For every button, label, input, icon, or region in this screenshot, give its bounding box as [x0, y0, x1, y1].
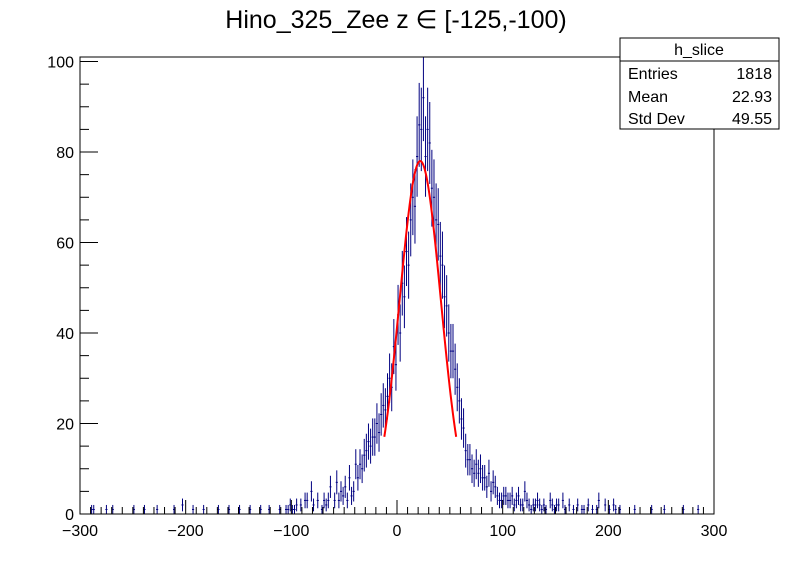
stats-mean-label: Mean [628, 89, 668, 106]
y-tick-label: 60 [56, 236, 74, 253]
x-axis: −300 −200 −100 0 100 200 300 [62, 500, 727, 540]
stats-mean-value: 22.93 [732, 89, 772, 106]
x-tick-label: 100 [489, 523, 516, 540]
y-tick-label: 20 [56, 417, 74, 434]
stats-box-background [619, 37, 780, 130]
x-tick-label: −100 [273, 523, 309, 540]
stats-entries-label: Entries [628, 66, 678, 83]
stats-stddev-value: 49.55 [732, 111, 772, 128]
y-tick-label: 100 [47, 55, 74, 72]
x-tick-label: 200 [595, 523, 622, 540]
stats-box-title: h_slice [674, 42, 724, 59]
plot-frame [79, 56, 715, 515]
x-tick-label: −200 [168, 523, 204, 540]
y-tick-label: 80 [56, 145, 74, 162]
chart-title: Hino_325_Zee z ∈ [-125,-100) [225, 6, 566, 34]
stats-box: h_slice Entries 1818 Mean 22.93 Std Dev … [619, 37, 780, 130]
stats-stddev-label: Std Dev [628, 111, 685, 128]
x-tick-label: 0 [393, 523, 402, 540]
x-tick-label: −300 [62, 523, 98, 540]
y-tick-label: 0 [65, 507, 74, 524]
error-bars [91, 57, 699, 514]
gaussian-fit-curve [383, 160, 458, 437]
stats-entries-value: 1818 [736, 66, 772, 83]
y-tick-label: 40 [56, 326, 74, 343]
y-axis: 0 20 40 60 80 100 [47, 55, 98, 524]
x-tick-label: 300 [701, 523, 728, 540]
histogram-bins [90, 97, 700, 510]
